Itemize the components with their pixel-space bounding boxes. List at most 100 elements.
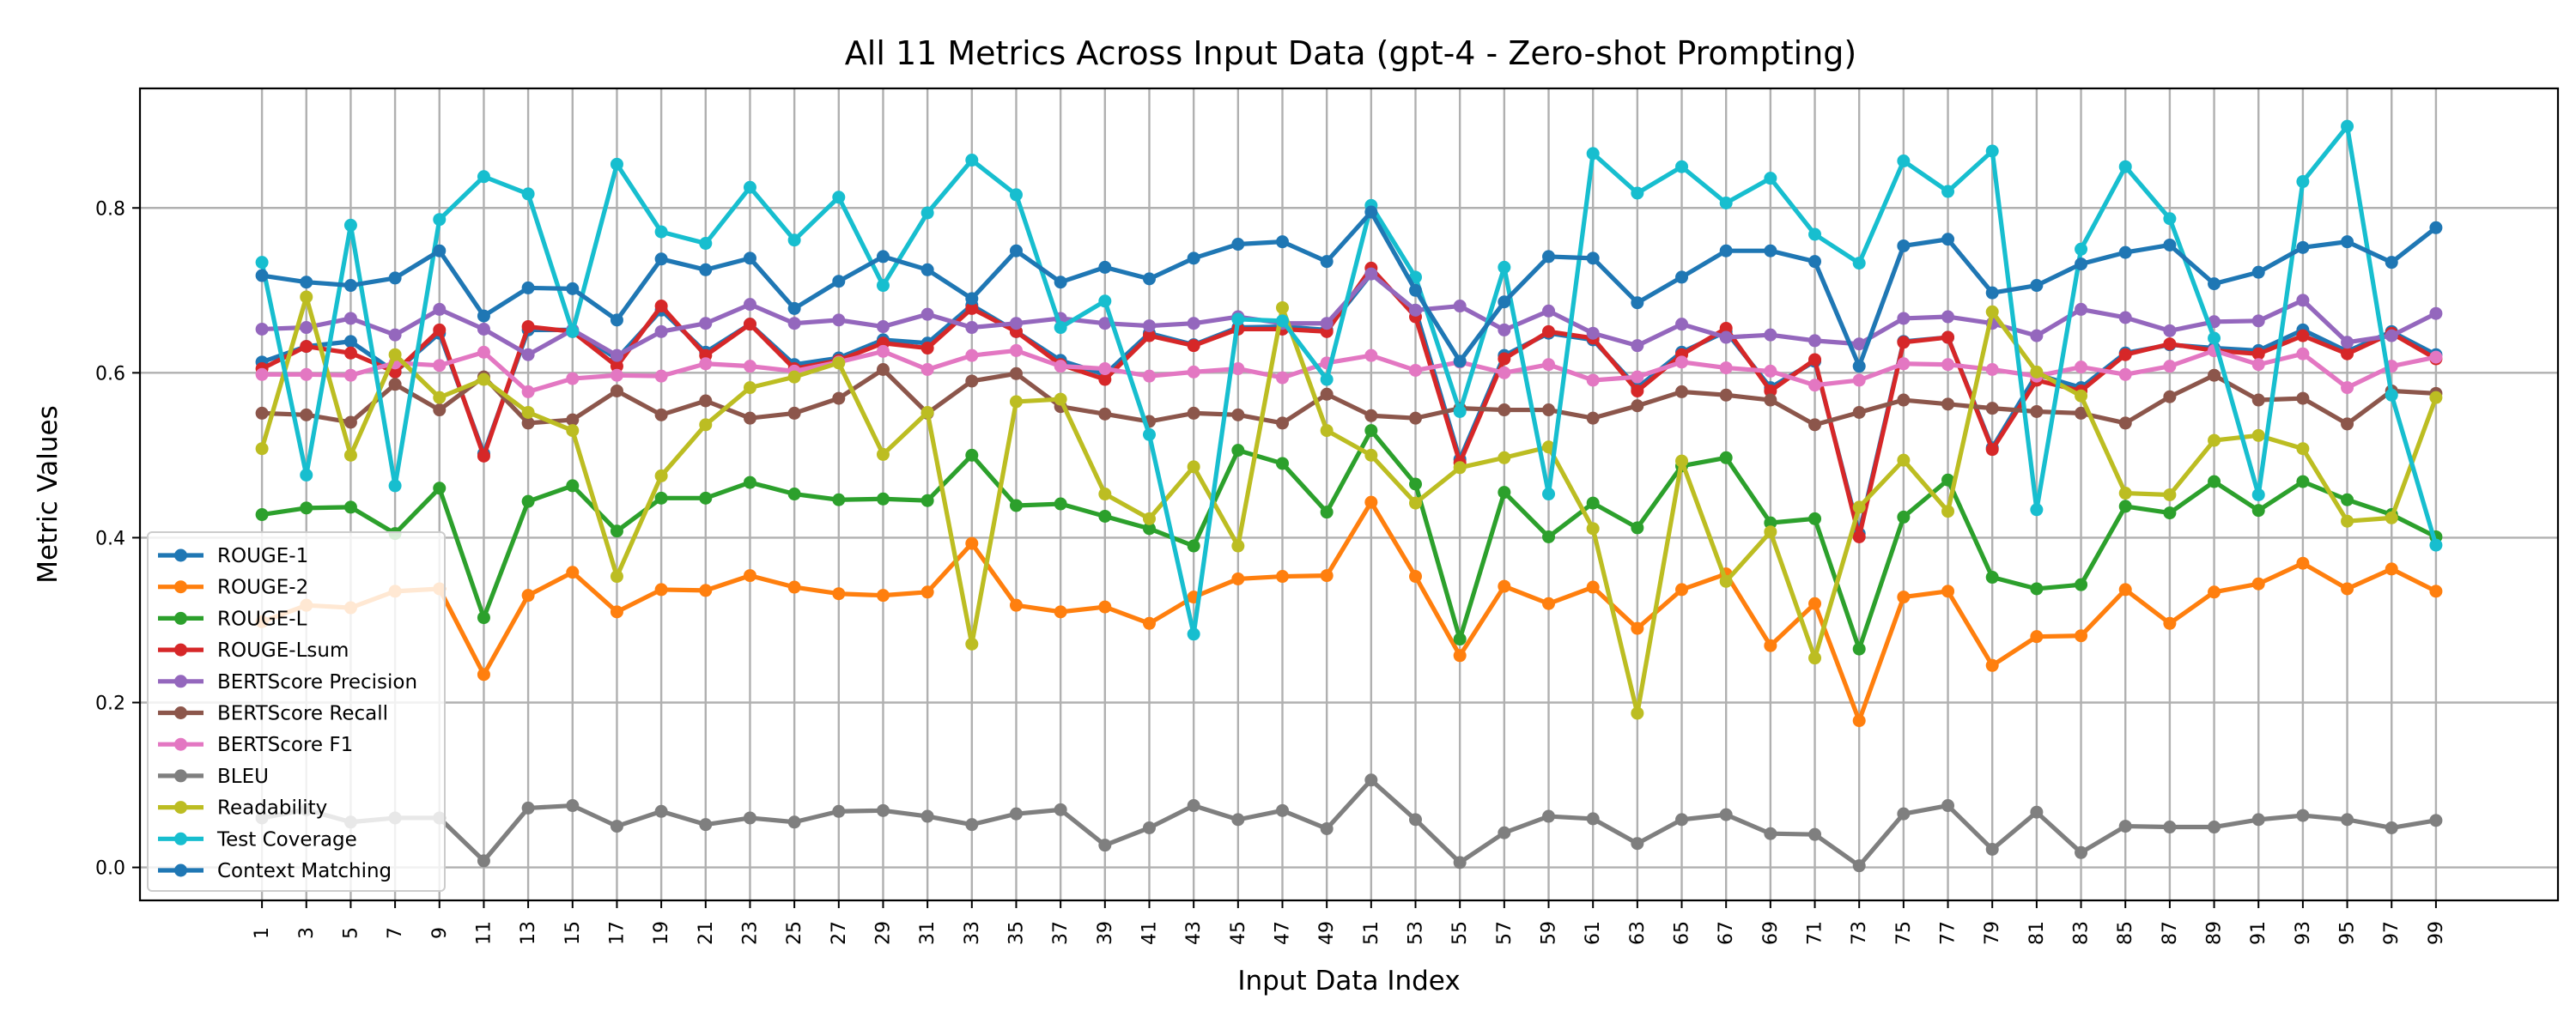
x-tick-label: 5 — [340, 927, 361, 939]
data-point — [1719, 574, 1733, 588]
data-point — [1675, 454, 1689, 468]
data-point — [876, 362, 890, 376]
data-point — [1675, 270, 1689, 284]
data-point — [1542, 530, 1556, 543]
data-point — [521, 385, 535, 398]
data-point — [1985, 402, 1999, 415]
data-point — [2251, 265, 2265, 279]
data-point — [388, 271, 402, 285]
data-point — [965, 536, 979, 550]
data-point — [699, 263, 713, 276]
series-bertscore-recall — [255, 362, 2443, 432]
data-point — [654, 583, 668, 597]
data-point — [699, 357, 713, 371]
data-point — [1808, 827, 1822, 841]
data-point — [1142, 272, 1156, 286]
data-point — [1364, 409, 1378, 422]
data-point — [832, 391, 846, 405]
data-point — [2341, 813, 2354, 827]
data-point — [2296, 175, 2310, 189]
data-point — [1320, 569, 1334, 583]
data-point — [1320, 387, 1334, 401]
data-point — [521, 416, 535, 430]
data-point — [610, 820, 623, 833]
data-point — [2118, 820, 2132, 833]
data-point — [1275, 803, 1289, 817]
data-point — [2163, 337, 2177, 351]
data-point — [2118, 245, 2132, 259]
data-point — [1808, 379, 1822, 392]
data-point — [1054, 321, 1067, 335]
data-point — [1054, 803, 1067, 816]
data-point — [1498, 323, 1511, 336]
legend-marker — [174, 706, 187, 719]
x-tick-label: 11 — [473, 921, 495, 945]
data-point — [1897, 807, 1911, 821]
data-point — [1852, 257, 1866, 270]
data-point — [433, 359, 447, 373]
data-point — [1764, 328, 1777, 342]
data-point — [2118, 416, 2132, 430]
data-point — [1586, 580, 1600, 594]
data-point — [1054, 605, 1067, 619]
data-point — [343, 335, 357, 348]
data-point — [433, 403, 447, 417]
x-tick-label: 53 — [1406, 921, 1427, 945]
data-point — [1142, 616, 1156, 630]
data-point — [699, 237, 713, 251]
y-axis: 0.0 0.2 0.4 0.6 0.8 — [95, 198, 140, 880]
data-point — [1009, 367, 1023, 380]
data-point — [2296, 347, 2310, 360]
data-point — [433, 482, 447, 495]
data-point — [566, 566, 580, 579]
data-point — [787, 406, 801, 420]
data-point — [743, 360, 756, 373]
data-point — [1498, 451, 1511, 464]
legend-item: BERTScore Precision — [158, 671, 417, 694]
data-point — [2251, 347, 2265, 360]
data-point — [2296, 556, 2310, 570]
series-line — [259, 348, 2439, 395]
data-point — [1187, 251, 1200, 265]
data-point — [1142, 369, 1156, 383]
data-point — [433, 244, 447, 258]
data-point — [2118, 160, 2132, 173]
data-point — [1764, 516, 1777, 530]
data-point — [300, 501, 313, 515]
data-point — [477, 345, 490, 359]
x-tick-label: 51 — [1361, 921, 1382, 945]
data-point — [477, 322, 490, 336]
data-point — [2163, 390, 2177, 403]
x-tick-label: 13 — [518, 921, 539, 945]
legend-item: BERTScore Recall — [158, 703, 388, 725]
data-point — [920, 307, 934, 321]
data-point — [1142, 427, 1156, 441]
x-tick-label: 23 — [739, 921, 761, 945]
data-point — [255, 406, 269, 420]
data-point — [300, 276, 313, 289]
data-point — [1054, 497, 1067, 511]
data-point — [1142, 319, 1156, 333]
data-point — [1098, 839, 1112, 852]
data-point — [1941, 505, 1955, 518]
data-point — [566, 372, 580, 385]
data-point — [1453, 649, 1467, 663]
data-point — [1764, 393, 1777, 407]
data-point — [743, 381, 756, 395]
data-point — [699, 317, 713, 330]
data-point — [1542, 250, 1556, 264]
data-point — [2429, 585, 2443, 598]
data-point — [1098, 373, 1112, 386]
x-tick-label: 67 — [1716, 921, 1737, 945]
data-point — [1231, 813, 1245, 827]
data-point — [1231, 238, 1245, 251]
data-point — [1852, 500, 1866, 514]
data-point — [477, 170, 490, 184]
data-point — [876, 250, 890, 264]
data-point — [1409, 303, 1423, 317]
data-point — [2251, 577, 2265, 591]
data-point — [1941, 233, 1955, 246]
data-point — [343, 279, 357, 293]
data-point — [2341, 582, 2354, 596]
data-point — [343, 346, 357, 360]
